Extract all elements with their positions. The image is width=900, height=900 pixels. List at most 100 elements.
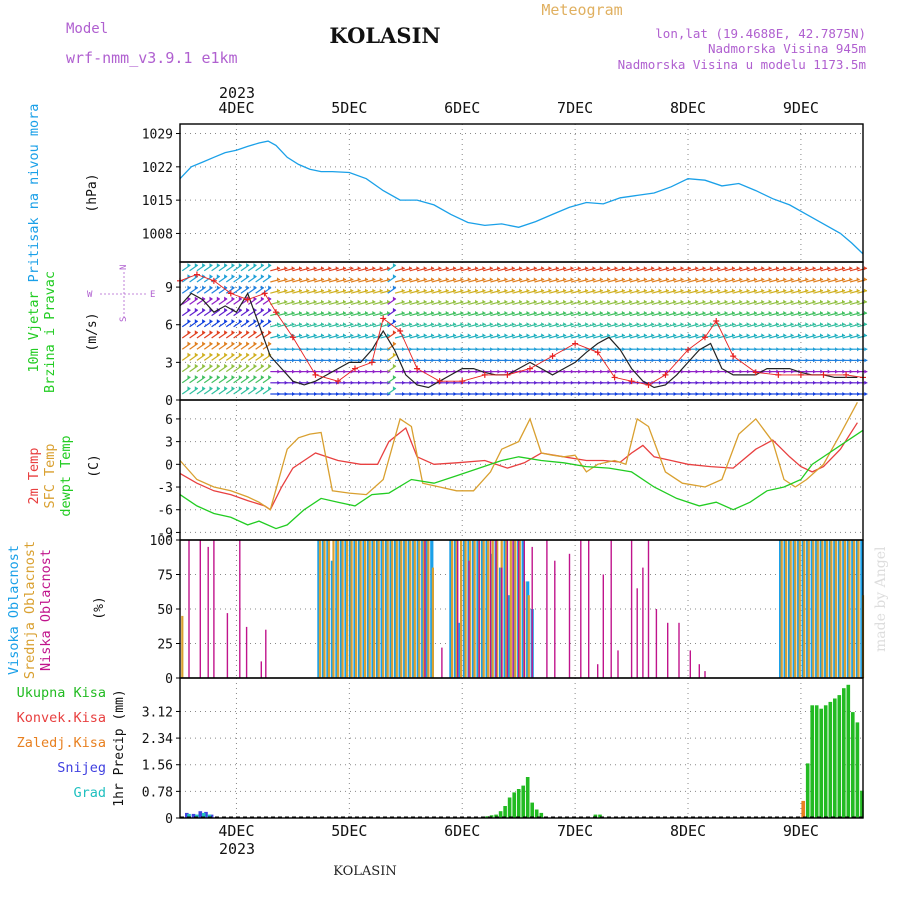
gust-marker	[775, 371, 782, 378]
wind-arrow-head	[260, 352, 264, 357]
wind-arrow-head	[379, 277, 383, 282]
wind-arrow-head	[526, 333, 530, 338]
x-tick-label-bottom: 4DEC	[218, 822, 254, 840]
cloud-bar-2	[501, 567, 503, 678]
wind-arrow-head	[328, 333, 332, 338]
wind-arrow-head	[246, 307, 250, 312]
wind-arrow-head	[864, 322, 868, 327]
cloud-bar-2	[698, 664, 700, 678]
cloud-bar-1	[825, 540, 828, 678]
wind-arrow-head	[753, 299, 757, 304]
wind-arrow-head	[231, 386, 235, 391]
wind-arrow	[387, 365, 397, 373]
wind-arrow-head	[724, 322, 728, 327]
gust-marker	[397, 328, 404, 334]
wind-arrow-head	[187, 375, 191, 380]
wind-arrow-head	[276, 277, 280, 282]
wind-arrow-head	[416, 299, 420, 304]
wind-arrow-head	[298, 322, 302, 327]
wind-arrow-head	[842, 288, 846, 293]
wind-arrow-head	[592, 299, 596, 304]
wind-arrow-head	[372, 333, 376, 338]
wind-arrow-head	[775, 333, 779, 338]
wind-arrow-head	[379, 322, 383, 327]
wind-arrow-head	[392, 386, 396, 391]
wind-arrow-head	[231, 341, 235, 346]
cloud-bar-1	[487, 540, 490, 678]
cloud-bar-2	[647, 540, 650, 678]
cloud-bar-2	[245, 626, 248, 678]
wind-arrow-head	[445, 288, 449, 293]
cloud-bar-2	[523, 540, 525, 678]
wind-arrow-head	[306, 299, 310, 304]
cloud-bar-0	[806, 540, 810, 678]
y-tick-label: 1008	[142, 227, 173, 242]
wind-arrow-head	[284, 333, 288, 338]
wind-arrow-head	[453, 277, 457, 282]
wind-arrow-head	[526, 311, 530, 316]
wind-arrow-head	[629, 333, 633, 338]
wind-arrow	[225, 331, 235, 339]
wind-arrow-head	[409, 277, 413, 282]
wind-arrow	[225, 320, 235, 328]
wind-arrow-head	[643, 299, 647, 304]
wind-arrow-head	[739, 311, 743, 316]
wind-arrow-head	[555, 299, 559, 304]
wind-arrow-head	[731, 299, 735, 304]
precip-legend-entry: Zaledj.Kisa	[17, 735, 106, 751]
wind-arrow-head	[238, 319, 242, 324]
wind-arrow-head	[231, 330, 235, 335]
wind-arrow-head	[761, 333, 765, 338]
panel-temperature: -9 -6 -3 0 3 6 2m Temp SFC Temp dewpt Temp (C)	[26, 400, 864, 541]
wind-arrow-head	[321, 322, 325, 327]
wind-arrow-head	[665, 288, 669, 293]
wind-arrow-head	[504, 288, 508, 293]
cloud-bar-2	[489, 540, 492, 678]
wind-arrow-head	[306, 288, 310, 293]
cloud-bar-2	[199, 540, 201, 678]
cloud-bar-0	[512, 540, 516, 678]
wind-arrow-head	[533, 333, 537, 338]
wind-arrow-head	[775, 266, 779, 271]
wind-arrow-head	[702, 288, 706, 293]
wind-arrow-head	[187, 319, 191, 324]
wind-arrow-head	[284, 288, 288, 293]
wind-arrow-head	[409, 288, 413, 293]
wind-arrow-head	[658, 288, 662, 293]
wind-arrow-head	[350, 322, 354, 327]
wind-arrow-head	[291, 322, 295, 327]
cloud-bar-2	[678, 622, 680, 678]
wind-arrow-head	[643, 266, 647, 271]
wind-arrow-head	[673, 311, 677, 316]
wind-arrow-head	[253, 263, 257, 268]
wind-arrow-head	[343, 322, 347, 327]
wind-arrow-head	[246, 352, 250, 357]
wind-arrow-head	[519, 322, 523, 327]
cloud-bar-1	[327, 540, 331, 678]
cloud-bar-1	[413, 540, 416, 678]
wind-arrow-head	[489, 288, 493, 293]
wind-arrow-head	[768, 299, 772, 304]
wind-arrow-head	[856, 299, 860, 304]
cloud-bar-1	[460, 540, 463, 678]
wind-arrow	[211, 387, 221, 395]
wind-arrow-head	[202, 330, 206, 335]
precip-legend-entry: Snijeg	[57, 760, 106, 776]
wind-arrow-head	[423, 299, 427, 304]
wind-arrow-head	[238, 285, 242, 290]
wind-arrow-head	[343, 288, 347, 293]
cloud-bar-2	[441, 647, 443, 678]
cloud-bar-2	[689, 650, 691, 678]
wind-arrow-head	[614, 277, 618, 282]
panels-group: 1008 1015 1022 1029 Pritisak na nivou mora (h…	[6, 99, 868, 840]
wind-arrow-head	[357, 299, 361, 304]
precip-bar	[833, 698, 837, 818]
wind-arrow-head	[739, 299, 743, 304]
wind-arrow	[211, 376, 221, 384]
gust-marker	[272, 309, 279, 316]
wind-arrow	[189, 320, 199, 328]
wind-arrow	[255, 320, 265, 328]
wind-arrow-head	[216, 352, 220, 357]
wind-arrow	[181, 331, 191, 339]
y-tick-label: 6	[165, 319, 173, 334]
